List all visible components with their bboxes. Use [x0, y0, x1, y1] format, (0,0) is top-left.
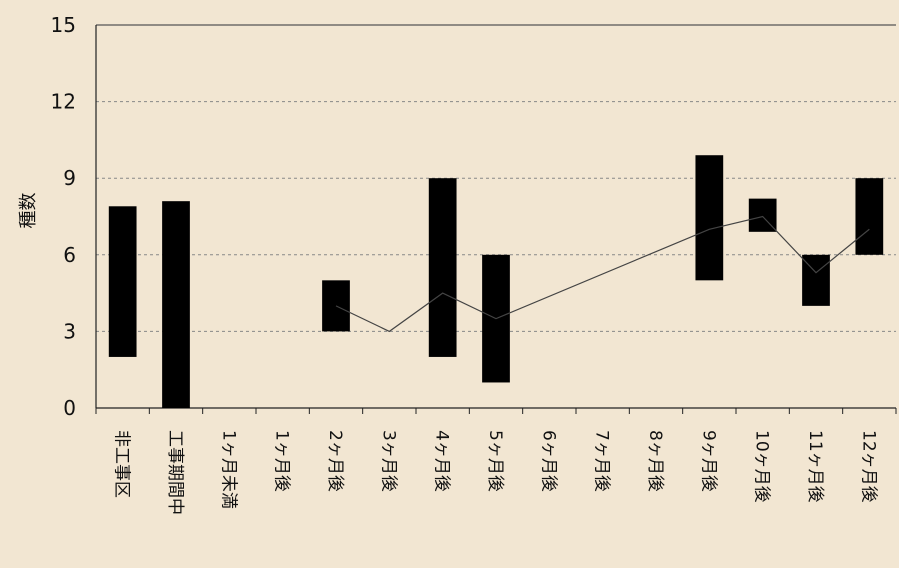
- range-bar: [162, 201, 190, 408]
- x-tick-label: 12ヶ月後: [858, 430, 878, 503]
- axes: [95, 25, 897, 414]
- range-bar: [855, 178, 884, 255]
- x-tick-label: 8ヶ月後: [645, 430, 665, 492]
- y-tick-labels: 0 3 6 9 12 15: [51, 13, 76, 420]
- y-tick-label: 6: [63, 243, 76, 267]
- x-tick-label: 3ヶ月後: [378, 430, 398, 492]
- range-bars: [108, 155, 884, 408]
- x-tick-label: 2ヶ月後: [325, 430, 345, 492]
- x-tick-label: 7ヶ月後: [592, 430, 612, 492]
- range-bar: [108, 206, 137, 357]
- x-tick-label: 11ヶ月後: [805, 430, 825, 503]
- grid-lines: [96, 24, 896, 332]
- x-tick-label: 6ヶ月後: [538, 430, 558, 492]
- x-tick-labels: 非工事区 工事期間中 1ヶ月未満 1ヶ月後 2ヶ月後 3ヶ月後 4ヶ月後 5ヶ月後 6ヶ月後 7ヶ…: [112, 430, 879, 515]
- x-tick-label: 工事期間中: [165, 430, 185, 515]
- x-tick-label: 非工事区: [112, 430, 132, 498]
- y-axis-label: 種数: [18, 193, 39, 229]
- x-tick-label: 1ヶ月未満: [218, 430, 238, 509]
- x-tick-label: 5ヶ月後: [485, 430, 505, 492]
- y-tick-label: 15: [51, 13, 76, 37]
- x-tick-label: 1ヶ月後: [272, 430, 292, 492]
- y-tick-label: 0: [63, 396, 76, 420]
- x-tick-label: 4ヶ月後: [432, 430, 452, 492]
- x-tick-label: 10ヶ月後: [752, 430, 772, 503]
- range-bar: [428, 178, 457, 357]
- mean-line: [335, 215, 870, 333]
- mean-line-group: [335, 215, 870, 333]
- y-tick-label: 12: [51, 90, 76, 114]
- y-tick-label: 3: [63, 319, 76, 343]
- x-tick-label: 9ヶ月後: [698, 430, 718, 492]
- y-tick-label: 9: [63, 166, 76, 190]
- range-bar: [695, 155, 724, 281]
